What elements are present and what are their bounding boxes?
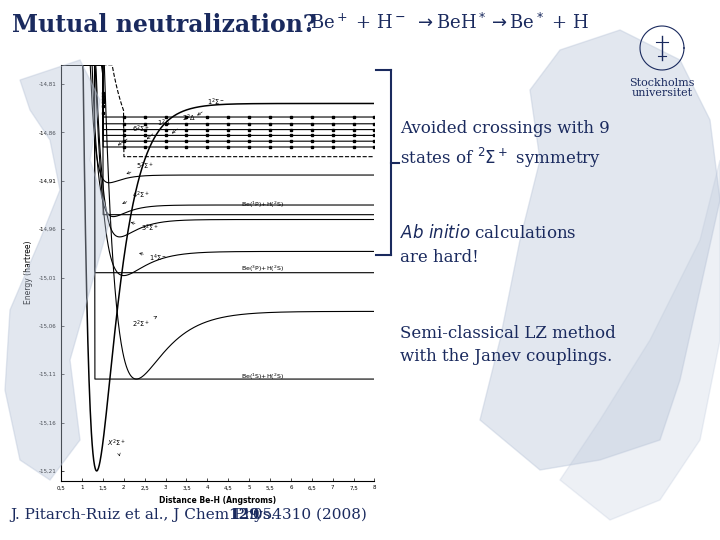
Text: Stockholms: Stockholms — [629, 78, 695, 88]
Polygon shape — [5, 60, 110, 480]
Text: 129: 129 — [228, 508, 260, 522]
Text: Mutual neutralization?: Mutual neutralization? — [12, 13, 317, 37]
Text: $2^2\Delta$: $2^2\Delta$ — [172, 113, 197, 133]
Text: 054310 (2008): 054310 (2008) — [248, 508, 367, 522]
Text: $3^2\Sigma^+$: $3^2\Sigma^+$ — [131, 222, 158, 234]
Text: $2^2\Sigma^+$: $2^2\Sigma^+$ — [132, 316, 157, 330]
X-axis label: Distance Be-H (Angstroms): Distance Be-H (Angstroms) — [159, 496, 276, 505]
Polygon shape — [480, 30, 720, 470]
Text: $4^2\Sigma^+$: $4^2\Sigma^+$ — [122, 190, 150, 204]
Text: universitet: universitet — [631, 88, 693, 98]
Text: Be($^1$P)+H($^2$S): Be($^1$P)+H($^2$S) — [240, 200, 284, 210]
Text: Be($^3$P)+H($^2$S): Be($^3$P)+H($^2$S) — [240, 264, 284, 274]
Text: $1^2\Delta$: $1^2\Delta$ — [147, 118, 171, 139]
Text: $6^2\Sigma^+$: $6^2\Sigma^+$ — [118, 124, 150, 145]
Text: $X^2\Sigma^+$: $X^2\Sigma^+$ — [107, 438, 126, 456]
Text: $1^2\Sigma^-$: $1^2\Sigma^-$ — [197, 97, 225, 115]
Y-axis label: Energy (hartree): Energy (hartree) — [24, 241, 33, 305]
Text: Avoided crossings with 9
states of $^2\Sigma^+$ symmetry: Avoided crossings with 9 states of $^2\S… — [400, 120, 610, 170]
Text: $5^2\Sigma^+$: $5^2\Sigma^+$ — [127, 160, 154, 174]
Text: Be($^1$S)+H($^2$S): Be($^1$S)+H($^2$S) — [240, 372, 284, 382]
Text: J. Pitarch-Ruiz et al., J Chem Phys.: J. Pitarch-Ruiz et al., J Chem Phys. — [10, 508, 280, 522]
Text: $1^4\Sigma^-$: $1^4\Sigma^-$ — [140, 252, 167, 264]
Text: Semi-classical LZ method
with the Janev couplings.: Semi-classical LZ method with the Janev … — [400, 325, 616, 365]
Text: $\it{Ab}$ $\it{initio}$ calculations
are hard!: $\it{Ab}$ $\it{initio}$ calculations are… — [400, 224, 577, 266]
Text: Be$^+$ + H$^-$ $\rightarrow$BeH$^*$$\rightarrow$Be$^*$ + H: Be$^+$ + H$^-$ $\rightarrow$BeH$^*$$\rig… — [310, 13, 589, 33]
Polygon shape — [560, 160, 720, 520]
